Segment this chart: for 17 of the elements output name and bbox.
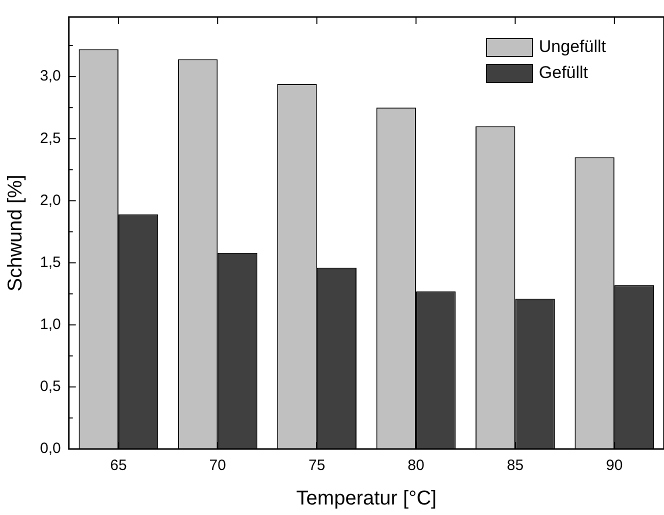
x-tick-label: 65 xyxy=(110,457,127,474)
y-axis-title: Schwund [%] xyxy=(4,174,27,292)
x-tick-label: 85 xyxy=(506,457,524,474)
x-tick-label: 70 xyxy=(209,457,226,474)
x-axis-title: Temperatur [°C] xyxy=(296,488,437,510)
y-tick-label: 3,0 xyxy=(40,68,61,85)
y-tick-label: 2,0 xyxy=(40,192,61,209)
x-tick-label: 75 xyxy=(308,457,326,474)
y-tick-label: 0,5 xyxy=(40,378,61,396)
x-tick-label: 80 xyxy=(408,457,424,474)
legend-label: Gefüllt xyxy=(538,63,588,83)
y-tick-label: 1,0 xyxy=(40,316,61,334)
y-tick-label: 1,5 xyxy=(40,254,61,271)
legend-label: Ungefüllt xyxy=(538,37,606,57)
y-tick-label: 0,0 xyxy=(40,440,61,458)
y-tick-label: 2,5 xyxy=(40,130,61,147)
x-tick-label: 90 xyxy=(606,457,623,474)
